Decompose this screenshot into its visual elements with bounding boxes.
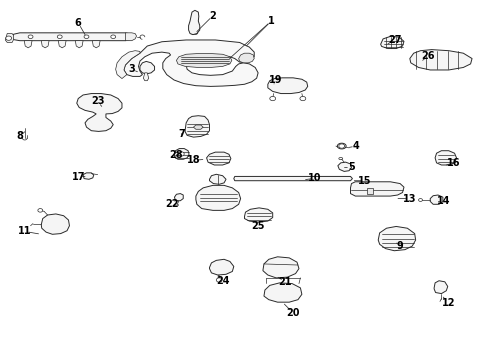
Polygon shape	[123, 40, 258, 86]
Circle shape	[269, 96, 275, 101]
Text: 7: 7	[178, 129, 184, 139]
Text: 9: 9	[396, 241, 403, 251]
Polygon shape	[75, 41, 83, 48]
Polygon shape	[267, 78, 307, 94]
Text: 3: 3	[128, 64, 135, 74]
Circle shape	[38, 208, 42, 212]
Polygon shape	[409, 50, 471, 70]
Polygon shape	[188, 10, 200, 35]
Circle shape	[299, 96, 305, 101]
Polygon shape	[380, 36, 403, 49]
Text: 1: 1	[267, 16, 274, 26]
Text: 25: 25	[250, 221, 264, 231]
Circle shape	[84, 35, 89, 39]
Text: 21: 21	[278, 277, 291, 287]
Polygon shape	[5, 33, 14, 42]
Polygon shape	[92, 41, 100, 48]
Text: 11: 11	[18, 226, 31, 237]
Polygon shape	[83, 173, 94, 179]
Text: 13: 13	[402, 194, 416, 203]
Polygon shape	[233, 176, 352, 181]
Polygon shape	[366, 188, 372, 194]
Polygon shape	[193, 125, 203, 129]
Polygon shape	[176, 54, 231, 67]
Polygon shape	[41, 41, 49, 48]
Polygon shape	[58, 41, 66, 48]
Polygon shape	[185, 116, 209, 137]
Text: 18: 18	[186, 156, 200, 165]
Polygon shape	[244, 208, 272, 222]
Text: 24: 24	[215, 276, 229, 286]
Polygon shape	[116, 51, 140, 78]
Polygon shape	[434, 151, 456, 165]
Polygon shape	[24, 41, 32, 48]
Text: 23: 23	[91, 96, 104, 107]
Text: 15: 15	[358, 176, 371, 186]
Polygon shape	[196, 185, 240, 210]
Text: 6: 6	[75, 18, 81, 28]
Text: 8: 8	[17, 131, 23, 141]
Polygon shape	[174, 194, 183, 201]
Polygon shape	[143, 73, 148, 81]
Circle shape	[6, 36, 12, 40]
Text: 10: 10	[307, 173, 321, 183]
Polygon shape	[140, 62, 154, 74]
Text: 12: 12	[441, 298, 454, 308]
Polygon shape	[174, 149, 189, 159]
Polygon shape	[433, 281, 447, 294]
Text: 22: 22	[164, 199, 178, 209]
Circle shape	[178, 152, 184, 156]
Polygon shape	[429, 195, 442, 204]
Text: 17: 17	[71, 172, 85, 182]
Polygon shape	[263, 257, 298, 278]
Polygon shape	[350, 182, 403, 196]
Text: 4: 4	[352, 141, 359, 151]
Text: 20: 20	[286, 308, 299, 318]
Text: 5: 5	[347, 162, 354, 172]
Polygon shape	[377, 226, 415, 251]
Circle shape	[111, 35, 116, 39]
Text: 26: 26	[421, 51, 434, 61]
Text: 14: 14	[436, 197, 449, 206]
Text: 2: 2	[209, 11, 216, 21]
Text: 28: 28	[169, 150, 183, 160]
Circle shape	[338, 144, 344, 148]
Circle shape	[216, 278, 222, 282]
Polygon shape	[264, 283, 301, 302]
Polygon shape	[41, 214, 69, 234]
Text: 27: 27	[387, 35, 401, 45]
Polygon shape	[238, 53, 254, 63]
Text: 16: 16	[446, 158, 459, 168]
Polygon shape	[209, 259, 233, 275]
Circle shape	[28, 35, 33, 39]
Polygon shape	[209, 174, 225, 184]
Circle shape	[57, 35, 62, 39]
Polygon shape	[125, 33, 136, 41]
Polygon shape	[12, 33, 133, 41]
Polygon shape	[77, 94, 122, 131]
Polygon shape	[206, 152, 230, 165]
Polygon shape	[337, 162, 351, 171]
Text: 19: 19	[269, 75, 282, 85]
